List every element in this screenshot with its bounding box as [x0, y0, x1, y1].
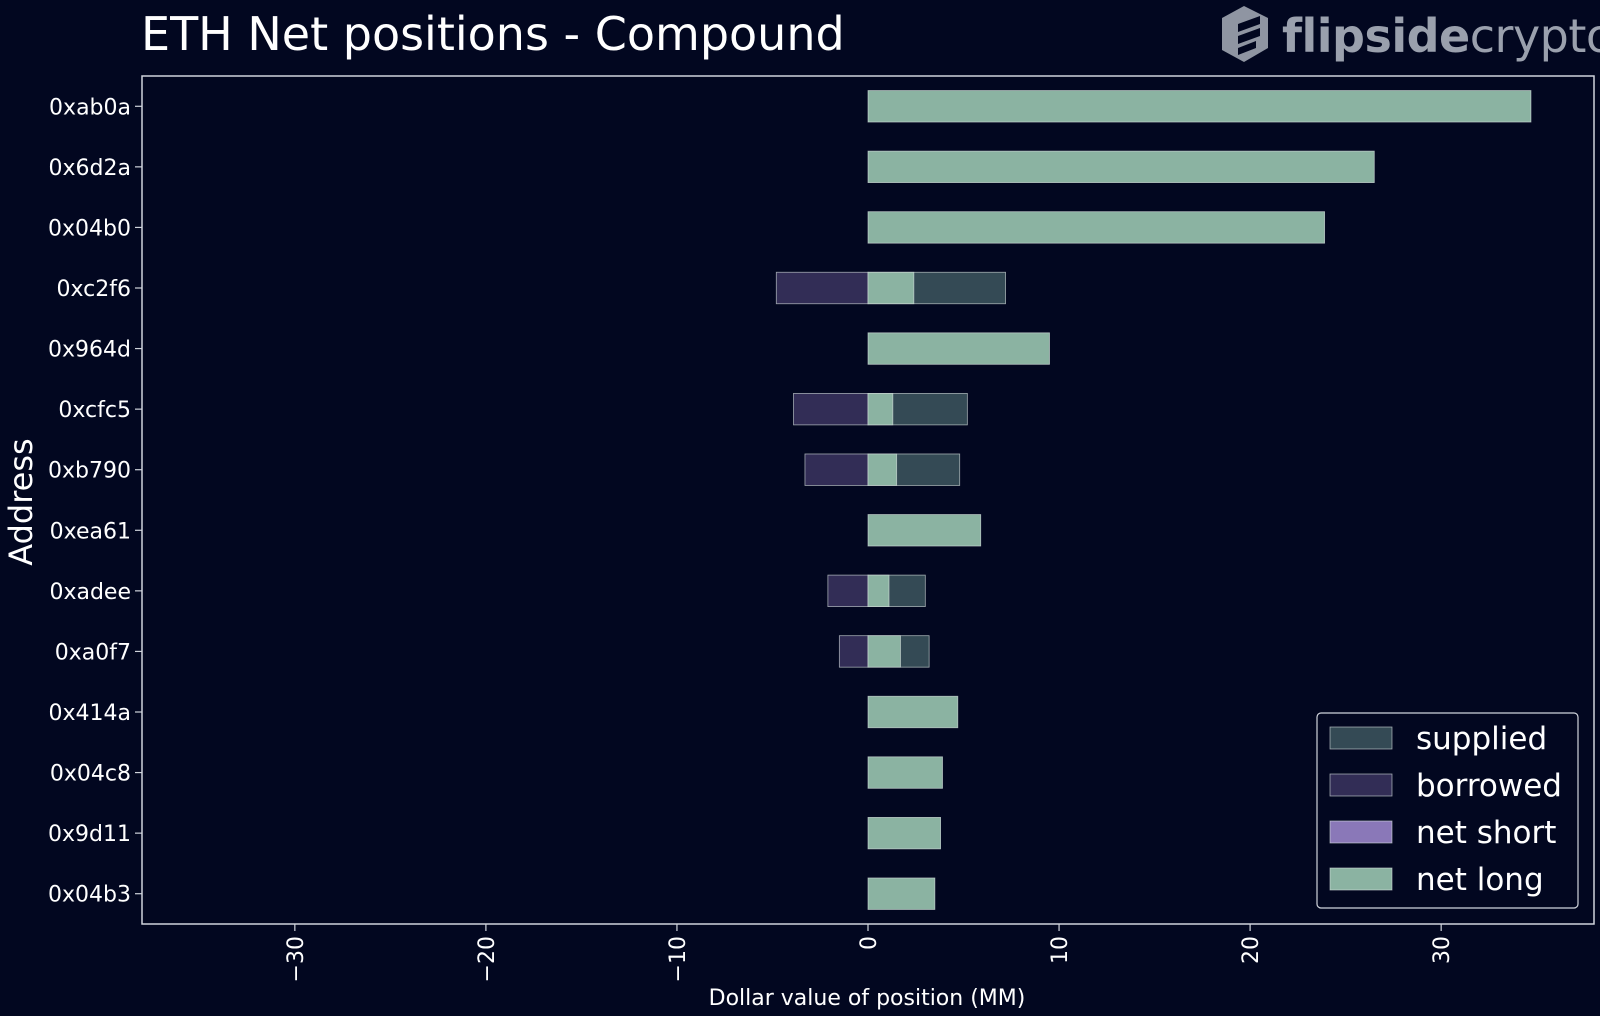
brand-wordmark-bold: flipside	[1282, 9, 1470, 63]
y-tick-label: 0xcfc5	[58, 398, 131, 423]
bar-net-long-0x04b3	[867, 877, 936, 910]
legend-label-net-long: net long	[1416, 862, 1544, 898]
legend: supplied borrowed net short net long	[1316, 712, 1579, 909]
bar-borrowed-0xb790	[804, 453, 869, 486]
brand-logo: flipsidecrypto	[1216, 4, 1600, 68]
bar-net-long-0x04b0	[867, 211, 1326, 244]
bar-net-long-0xab0a	[867, 90, 1532, 123]
legend-swatch-net-short	[1329, 820, 1393, 844]
x-tick-label: 20	[1239, 936, 1264, 964]
x-tick-group: −30 −20 −10 0 10 20 30	[284, 924, 1455, 982]
bar-net-long-0xb790	[867, 453, 898, 486]
y-tick-label: 0xadee	[49, 580, 131, 605]
flipside-logo-icon	[1216, 4, 1272, 68]
bar-net-long-0x6d2a	[867, 150, 1375, 184]
bars-group	[775, 90, 1532, 910]
legend-label-net-short: net short	[1416, 815, 1556, 851]
legend-swatch-borrowed	[1329, 773, 1393, 797]
y-tick-label: 0x964d	[48, 338, 131, 363]
bar-net-long-0x04c8	[867, 756, 943, 789]
bar-borrowed-0xa0f7	[838, 635, 869, 668]
y-tick-label: 0x04b0	[48, 216, 131, 241]
y-tick-label: 0xc2f6	[57, 277, 131, 302]
y-tick-label: 0xb790	[48, 459, 131, 484]
x-tick-label: −10	[666, 936, 691, 982]
bar-borrowed-0xcfc5	[793, 392, 869, 426]
y-tick-label: 0x414a	[49, 701, 132, 726]
bar-net-long-0xcfc5	[867, 392, 894, 426]
bar-net-long-0xa0f7	[867, 635, 901, 668]
y-tick-group: 0xab0a 0x6d2a 0x04b0 0xc2f6 0x964d 0xcfc5 0xb7…	[48, 95, 142, 908]
y-axis-label: Address	[2, 438, 40, 565]
y-tick-label: 0x6d2a	[49, 156, 131, 181]
legend-frame	[1316, 712, 1579, 909]
bar-net-long-0xc2f6	[867, 271, 915, 305]
x-axis-label: Dollar value of position (MM)	[709, 986, 1026, 1011]
legend-label-supplied: supplied	[1416, 721, 1547, 757]
bar-borrowed-0xc2f6	[775, 271, 869, 305]
legend-swatch-net-long	[1329, 867, 1393, 891]
y-tick-label: 0xab0a	[49, 95, 131, 120]
bar-net-long-0x964d	[867, 332, 1050, 365]
bar-net-long-0x9d11	[867, 816, 941, 850]
brand-wordmark: flipsidecrypto	[1282, 9, 1600, 63]
y-tick-label: 0x04c8	[50, 762, 131, 787]
legend-label-borrowed: borrowed	[1416, 768, 1562, 804]
bar-net-long-0xadee	[867, 574, 890, 608]
x-tick-label: 10	[1048, 936, 1073, 964]
bar-borrowed-0xadee	[827, 574, 869, 608]
y-tick-label: 0xea61	[50, 519, 131, 544]
brand-wordmark-light: crypto	[1469, 9, 1600, 63]
x-tick-label: −20	[475, 936, 500, 982]
y-tick-label: 0x04b3	[48, 883, 131, 908]
x-tick-label: −30	[284, 936, 309, 982]
chart-title: ETH Net positions - Compound	[141, 7, 845, 61]
x-tick-label: 0	[857, 936, 882, 950]
bar-net-long-0xea61	[867, 514, 982, 547]
x-tick-label: 30	[1430, 936, 1455, 964]
y-tick-label: 0xa0f7	[55, 640, 131, 665]
legend-swatch-supplied	[1329, 726, 1393, 750]
bar-net-long-0x414a	[867, 695, 959, 729]
y-tick-label: 0x9d11	[48, 822, 131, 847]
